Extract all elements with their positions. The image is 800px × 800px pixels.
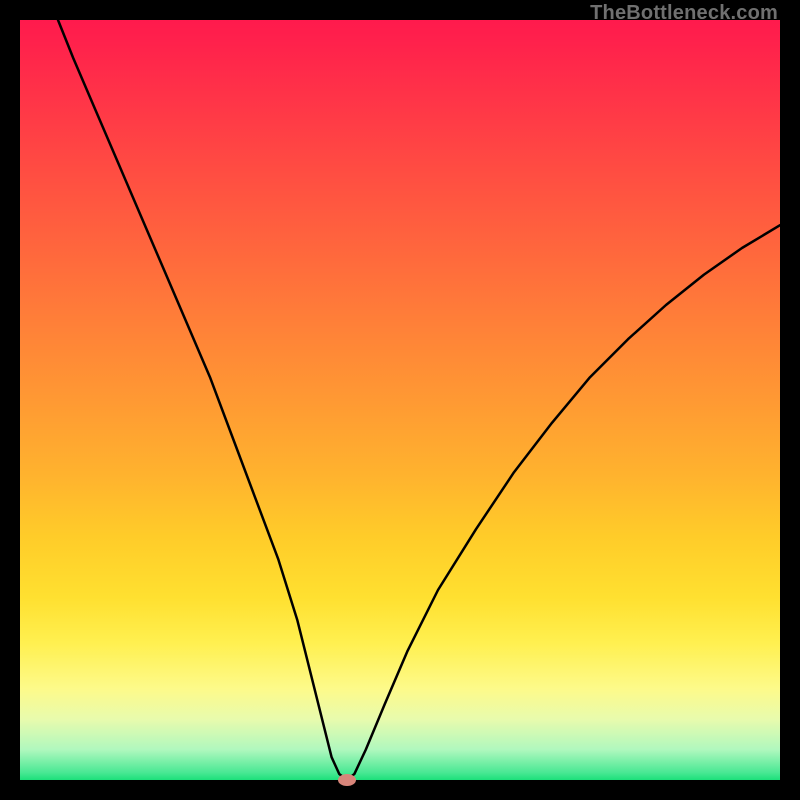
watermark-text: TheBottleneck.com <box>590 2 778 25</box>
plot-area <box>20 20 780 780</box>
plot-background <box>20 20 780 780</box>
chart-container: TheBottleneck.com <box>0 0 800 800</box>
valley-marker <box>338 774 356 786</box>
